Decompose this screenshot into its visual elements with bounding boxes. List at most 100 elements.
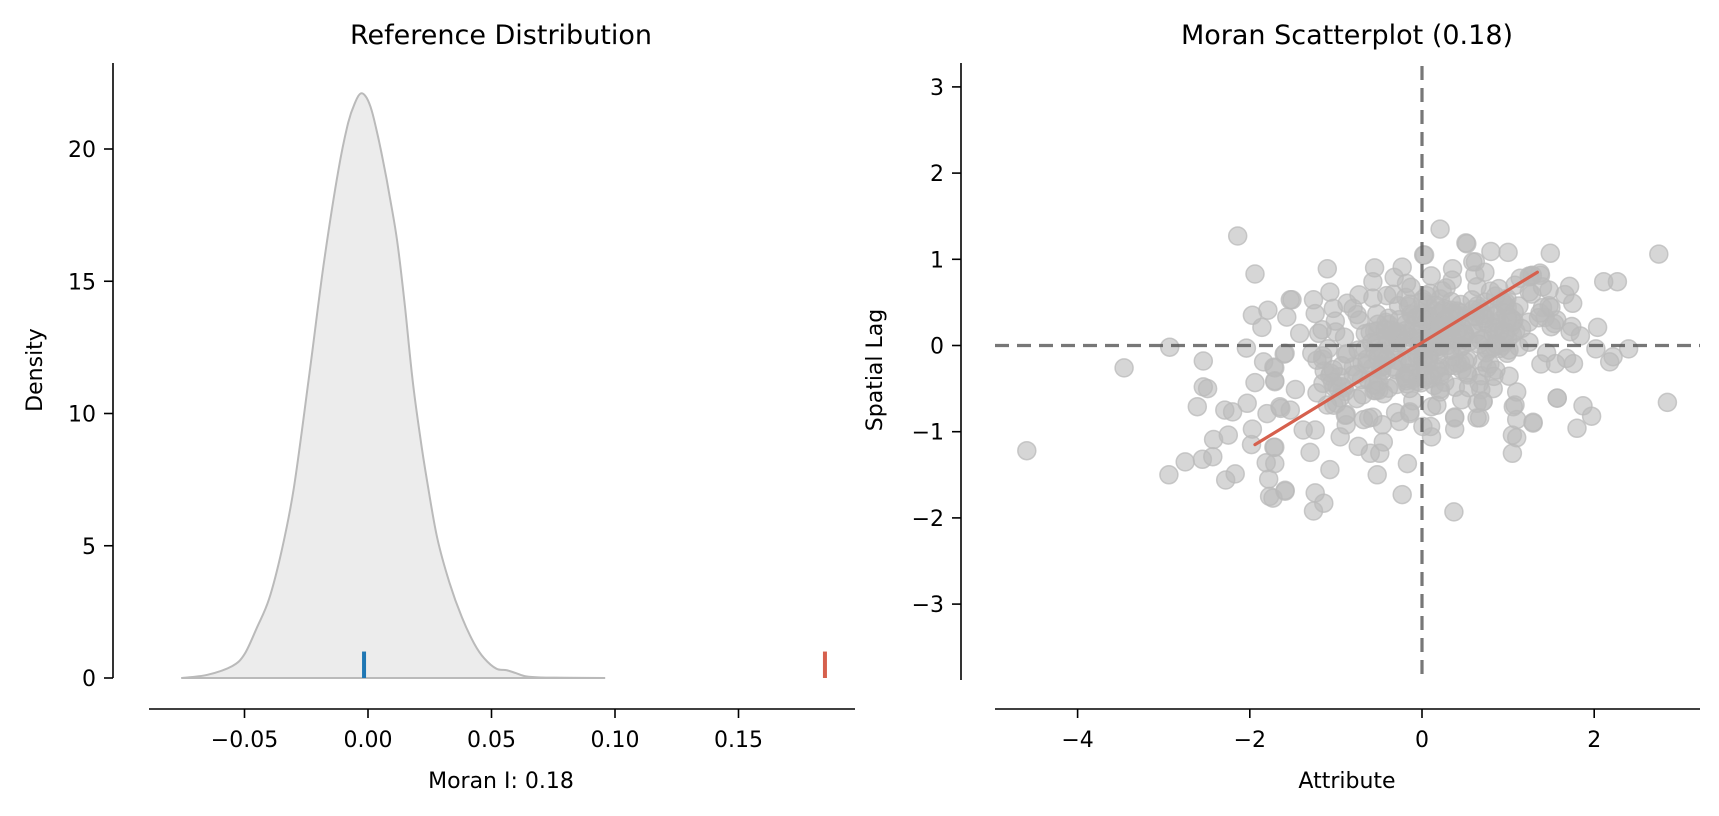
scatter-point	[1245, 372, 1265, 393]
scatter-point	[1392, 257, 1412, 277]
right-x-axis-label: Attribute	[1298, 769, 1395, 794]
right-y-tick-label: −3	[912, 593, 944, 618]
right-y-tick-label: −2	[912, 507, 944, 532]
scatter-point	[1586, 339, 1606, 359]
scatter-point	[1370, 443, 1390, 464]
scatter-point	[1425, 295, 1446, 315]
left-x-tick-label: 0.15	[714, 728, 763, 753]
scatter-point	[1017, 440, 1037, 461]
scatter-point	[1317, 259, 1338, 279]
scatter-point	[1237, 393, 1257, 414]
scatter-point	[1392, 484, 1412, 505]
scatter-point	[1241, 434, 1262, 455]
scatter-point	[1303, 501, 1324, 521]
scatter-point	[1474, 308, 1494, 329]
scatter-point	[1259, 486, 1280, 507]
scatter-point	[1289, 323, 1310, 344]
scatter-point	[1469, 408, 1490, 428]
right-y-ticks: −3 −2 −1 0 1 2 3	[912, 76, 961, 618]
scatter-points	[1017, 219, 1678, 522]
left-y-tick-label: 20	[68, 138, 96, 163]
scatter-point	[1227, 226, 1248, 246]
scatter-point	[1383, 284, 1404, 305]
fit-line-group	[1253, 270, 1539, 447]
right-y-tick-label: −1	[912, 421, 944, 446]
scatter-point	[1353, 409, 1374, 430]
scatter-point	[1258, 300, 1278, 320]
scatter-point	[1280, 400, 1301, 420]
scatter-point	[1556, 348, 1577, 369]
left-x-ticks: −0.05 0.00 0.05 0.10 0.15	[211, 709, 763, 753]
right-y-axis-label: Spatial Lag	[863, 309, 888, 431]
left-y-tick-label: 0	[82, 667, 96, 692]
scatter-point	[1570, 326, 1591, 346]
scatter-point	[1451, 390, 1472, 410]
scatter-point	[1523, 412, 1543, 432]
scatter-point	[1540, 243, 1561, 264]
scatter-point	[1463, 252, 1483, 272]
scatter-point	[1397, 453, 1418, 474]
scatter-point	[1277, 307, 1297, 327]
scatter-point	[1305, 303, 1325, 324]
scatter-point	[1334, 327, 1355, 347]
scatter-point	[1372, 415, 1393, 435]
left-x-tick-label: 0.10	[591, 728, 640, 753]
scatter-point	[1421, 266, 1441, 286]
left-plot-area	[181, 92, 827, 679]
scatter-point	[1657, 392, 1678, 413]
scatter-point	[1530, 263, 1550, 283]
scatter-point	[1607, 271, 1628, 292]
scatter-point	[1457, 234, 1477, 254]
scatter-point	[1497, 309, 1518, 329]
scatter-point	[1293, 420, 1313, 440]
scatter-point	[1222, 402, 1243, 422]
scatter-point	[1114, 358, 1134, 378]
scatter-point	[1363, 288, 1383, 308]
scatter-point	[1323, 298, 1344, 319]
scatter-point	[1473, 391, 1493, 412]
scatter-point	[1430, 219, 1450, 239]
scatter-point	[1381, 320, 1402, 340]
scatter-point	[1649, 244, 1669, 264]
scatter-point	[1320, 282, 1340, 302]
scatter-point	[1430, 382, 1450, 402]
scatter-point	[1175, 452, 1195, 472]
scatter-point	[1446, 323, 1466, 343]
scatter-point	[1567, 418, 1587, 439]
scatter-point	[1159, 337, 1180, 357]
scatter-point	[1343, 298, 1363, 319]
scatter-point	[1367, 465, 1387, 485]
scatter-point	[1245, 264, 1265, 284]
scatter-point	[1265, 371, 1285, 391]
right-x-tick-label: 2	[1587, 728, 1601, 753]
scatter-point	[1218, 425, 1239, 445]
scatter-point	[1265, 453, 1285, 474]
scatter-point	[1312, 320, 1332, 340]
scatter-point	[1193, 351, 1214, 371]
scatter-point	[1236, 338, 1257, 358]
scatter-point	[1197, 378, 1218, 399]
scatter-point	[1442, 270, 1462, 290]
scatter-point	[1498, 242, 1518, 263]
scatter-point	[1400, 403, 1420, 424]
right-chart-title: Moran Scatterplot (0.18)	[1181, 20, 1513, 51]
scatter-point	[1444, 408, 1465, 428]
scatter-point	[1481, 241, 1501, 262]
moran-scatterplot-chart: Moran Scatterplot (0.18) −3 −2 −1 0 1 2 3 −4 −2…	[863, 20, 1700, 794]
scatter-point	[1285, 379, 1306, 400]
scatter-point	[1225, 464, 1245, 484]
right-y-tick-label: 3	[930, 76, 944, 101]
density-area	[181, 93, 606, 678]
scatter-point	[1547, 388, 1567, 408]
scatter-point	[1599, 352, 1620, 372]
scatter-point	[1323, 359, 1344, 380]
scatter-point	[1541, 297, 1561, 318]
left-y-axis-label: Density	[23, 328, 48, 412]
reference-lines	[995, 66, 1700, 680]
scatter-point	[1364, 374, 1384, 395]
scatter-point	[1581, 406, 1602, 426]
regression-fit-line	[1253, 270, 1539, 447]
scatter-point	[1159, 465, 1179, 485]
right-y-tick-label: 0	[930, 335, 944, 360]
